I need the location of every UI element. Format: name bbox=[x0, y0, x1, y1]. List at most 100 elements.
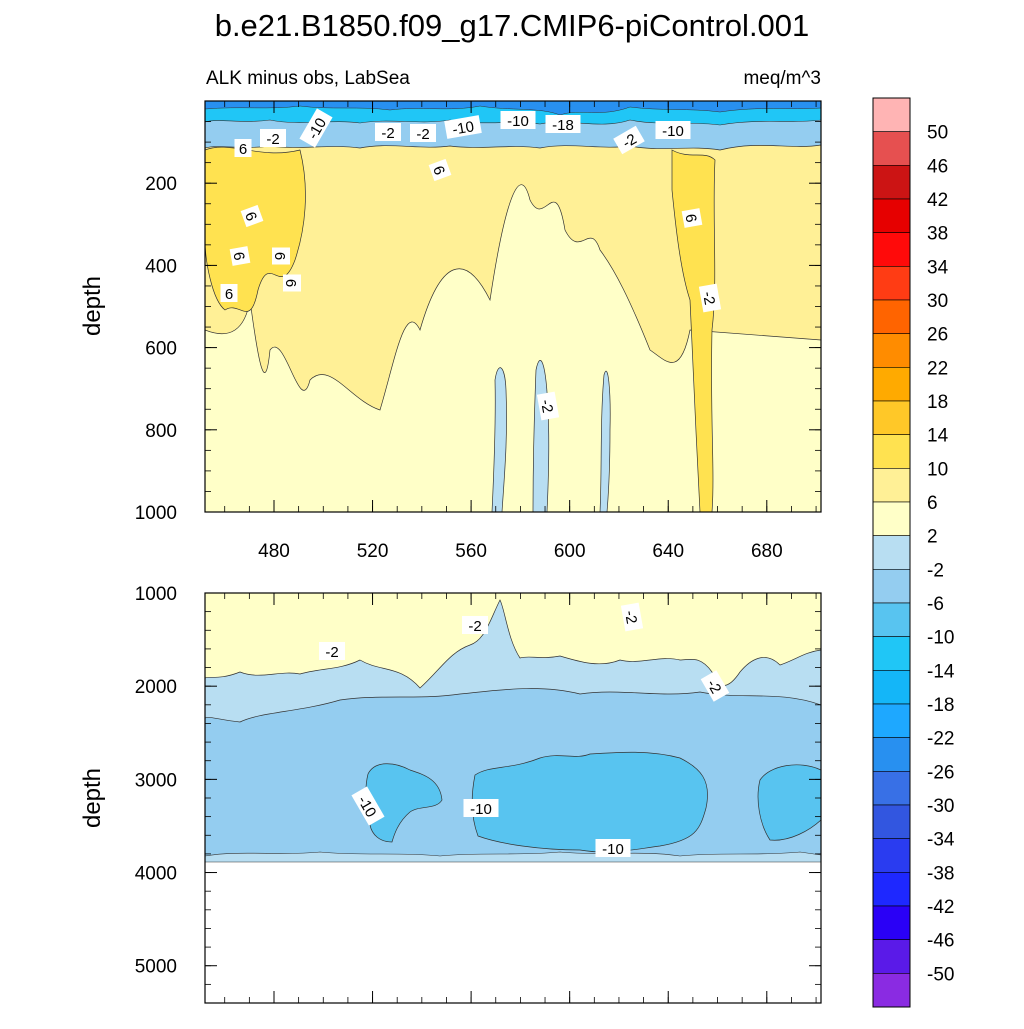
y-tick-label: 3000 bbox=[135, 770, 177, 791]
fill-surface-layer-deep bbox=[205, 101, 821, 116]
colorbar-swatch bbox=[872, 468, 911, 503]
contour-label-bg bbox=[462, 616, 488, 634]
contour-label: -2 bbox=[620, 602, 644, 632]
y-tick-label: 5000 bbox=[135, 957, 177, 978]
colorbar-label: 46 bbox=[927, 156, 948, 177]
colorbar-swatch bbox=[872, 434, 911, 469]
contour-label-bg bbox=[655, 121, 691, 139]
contour-label: -2 bbox=[260, 129, 286, 148]
contour-label: 6 bbox=[681, 208, 703, 228]
contour-label: -2 bbox=[319, 642, 345, 661]
contour-label-bg bbox=[545, 115, 581, 133]
contour-label-bg bbox=[428, 158, 452, 182]
colorbar-label: -42 bbox=[927, 897, 954, 918]
contour-label: -10 bbox=[444, 115, 482, 139]
fill-region-minus2-2 bbox=[205, 593, 821, 689]
colorbar-border bbox=[872, 97, 911, 1008]
colorbar-swatch bbox=[872, 131, 911, 166]
y-tick-label: 600 bbox=[145, 339, 177, 360]
colorbar-swatch bbox=[872, 872, 911, 907]
colorbar-label: 34 bbox=[927, 257, 949, 278]
contour-label: -2 bbox=[410, 124, 436, 143]
y-tick-label: 2000 bbox=[135, 677, 177, 698]
x-tick-label: 680 bbox=[751, 541, 783, 562]
fill-region-6-10-right bbox=[671, 149, 716, 512]
colorbar-swatch bbox=[872, 535, 911, 570]
colorbar-label: 22 bbox=[927, 358, 948, 379]
contour-label: 6 bbox=[220, 284, 238, 303]
fill-region-minus6-minus2-a bbox=[491, 367, 507, 512]
y-tick-label: 1000 bbox=[135, 503, 177, 524]
contour-label: -2 bbox=[613, 125, 645, 155]
fill-region-bottom-edge bbox=[205, 851, 821, 863]
colorbar-swatch bbox=[872, 97, 911, 132]
contour-label-bg bbox=[463, 799, 499, 817]
contour-label-bg bbox=[500, 111, 536, 129]
colorbar-label: -50 bbox=[927, 964, 954, 985]
top-y-axis-label: depth bbox=[79, 276, 106, 336]
contour-label-text: 6 bbox=[229, 251, 247, 262]
y-tick-label: 800 bbox=[145, 421, 177, 442]
contour-label-bg bbox=[260, 129, 286, 147]
colorbar-swatch bbox=[872, 232, 911, 267]
contour-label: -2 bbox=[536, 391, 560, 421]
x-tick-label: 480 bbox=[258, 541, 290, 562]
colorbar-swatch bbox=[872, 636, 911, 671]
colorbar-label: -6 bbox=[927, 594, 944, 615]
contour-label: -18 bbox=[545, 115, 581, 134]
contour-label-text: 6 bbox=[681, 213, 699, 224]
colorbar-swatch bbox=[872, 198, 911, 233]
contour-label-bg bbox=[536, 391, 560, 421]
colorbar-label: -46 bbox=[927, 931, 954, 952]
contour-label-text: -10 bbox=[602, 841, 624, 858]
x-tick-label: 520 bbox=[357, 541, 389, 562]
colorbar-label: -14 bbox=[927, 661, 955, 682]
colorbar-swatch bbox=[872, 367, 911, 402]
y-tick-label: 400 bbox=[145, 256, 177, 277]
x-tick-label: 560 bbox=[455, 541, 487, 562]
bottom-x-ticks bbox=[224, 593, 817, 1003]
chart-subtitle-left: ALK minus obs, LabSea bbox=[206, 68, 410, 89]
contour-label-text: -2 bbox=[699, 290, 718, 306]
colorbar-swatch bbox=[872, 737, 911, 772]
contour-label-text: 6 bbox=[239, 141, 247, 158]
colorbar-swatch bbox=[872, 400, 911, 435]
contour-label-text: -2 bbox=[468, 618, 481, 635]
colorbar-label: 42 bbox=[927, 190, 948, 211]
colorbar-label: -26 bbox=[927, 762, 954, 783]
colorbar-label: 38 bbox=[927, 224, 948, 245]
contour-label-bg bbox=[620, 602, 644, 632]
contour-label: 6 bbox=[240, 204, 264, 228]
colorbar-label: 18 bbox=[927, 392, 948, 413]
colorbar: 50 46 42 38 34 30 26 22 18 14 10 6 2 -2 -6 -10 -14 -18 -22… bbox=[872, 97, 955, 1008]
contour-label-bg bbox=[240, 204, 264, 228]
contour-label-bg bbox=[283, 274, 301, 292]
contour-label: -10 bbox=[463, 799, 499, 818]
colorbar-swatch bbox=[872, 838, 911, 873]
colorbar-label: -18 bbox=[927, 695, 954, 716]
contour-label-text: 6 bbox=[225, 286, 233, 303]
fill-region-minus6-minus2-c bbox=[599, 370, 611, 512]
contour-label: -2 bbox=[462, 616, 488, 635]
colorbar-swatch bbox=[872, 973, 911, 1008]
contour-label: 6 bbox=[271, 247, 290, 265]
fill-region-6-10-left bbox=[205, 146, 306, 312]
contour-label: -10 bbox=[655, 121, 691, 140]
y-tick-label: 4000 bbox=[135, 864, 177, 885]
contour-label: -2 bbox=[700, 670, 730, 702]
contour-label-text: -10 bbox=[507, 113, 529, 130]
colorbar-swatch bbox=[872, 299, 911, 334]
contour-label: 6 bbox=[428, 158, 452, 182]
colorbar-label: 10 bbox=[927, 459, 948, 480]
colorbar-swatch bbox=[872, 333, 911, 368]
colorbar-swatch bbox=[872, 670, 911, 705]
contour-label-bg bbox=[272, 247, 290, 265]
colorbar-label: 30 bbox=[927, 291, 948, 312]
fill-region-minus2-2 bbox=[205, 184, 821, 512]
top-panel-fill bbox=[205, 101, 821, 512]
colorbar-label: -38 bbox=[927, 863, 954, 884]
